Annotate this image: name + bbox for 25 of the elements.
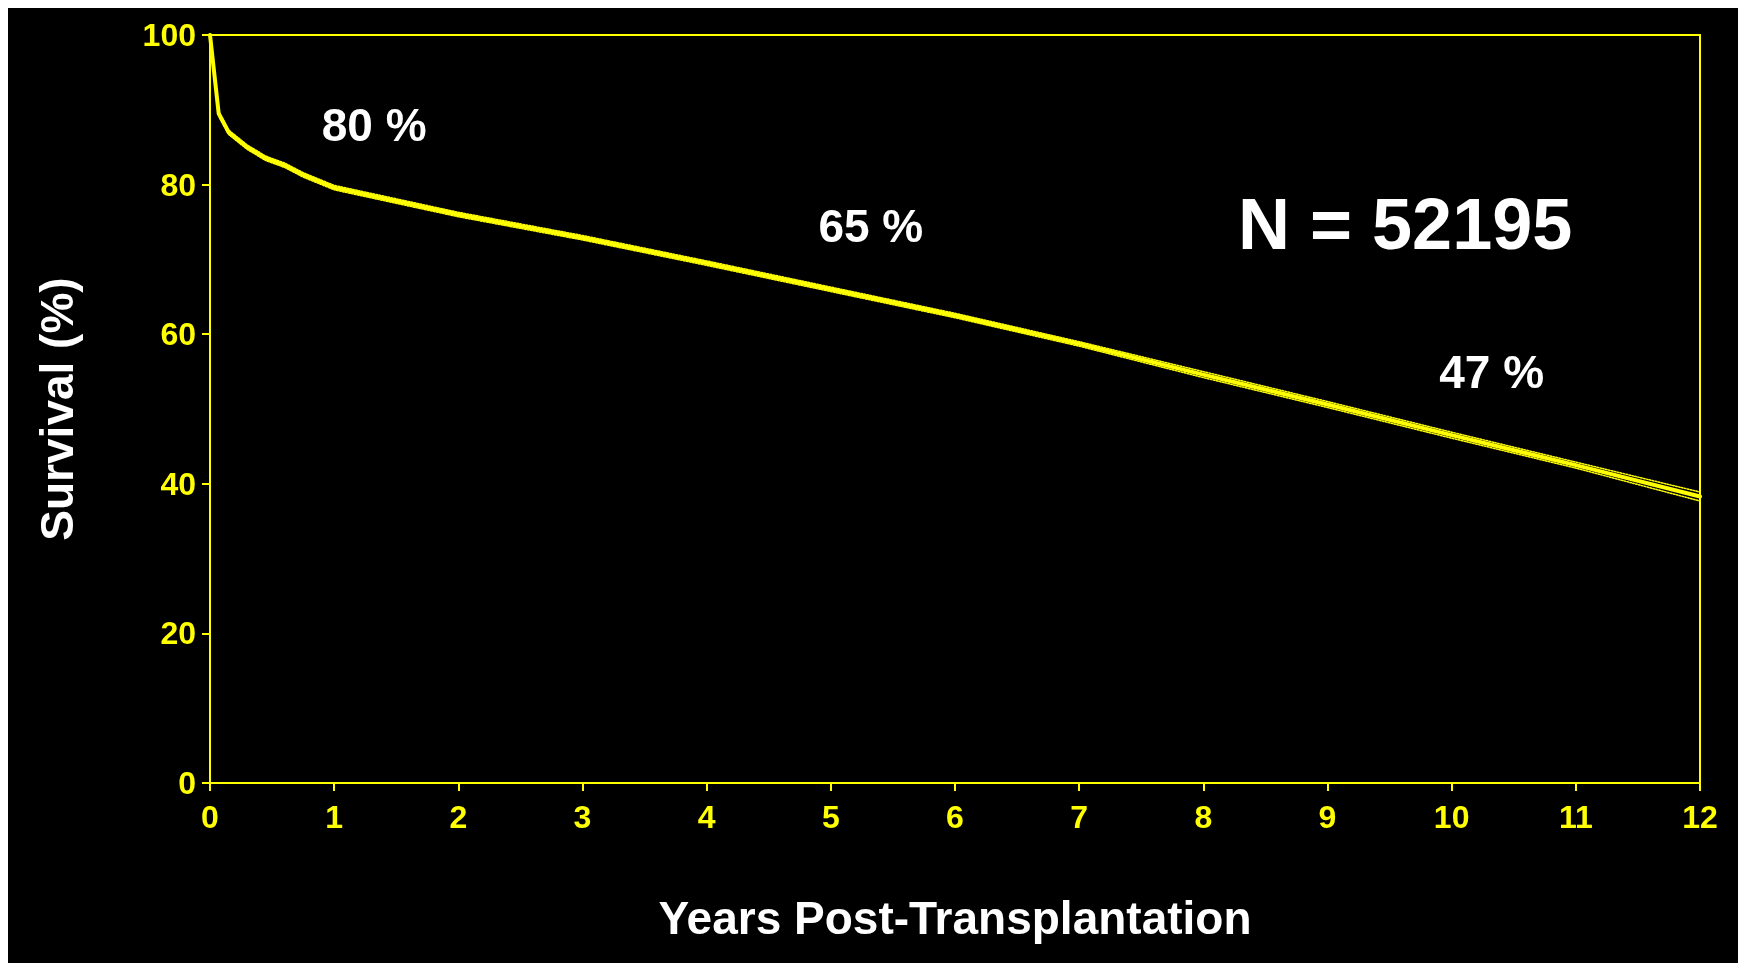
y-tick-label: 80	[160, 166, 196, 203]
annotation: 65 %	[818, 200, 924, 253]
x-tick-label: 12	[1682, 799, 1718, 835]
y-tick-label: 60	[160, 316, 196, 353]
annotation: N = 52195	[1238, 184, 1573, 264]
x-tick-label: 8	[1194, 799, 1213, 835]
x-tick-label: 3	[573, 799, 592, 835]
x-axis-title: Years Post-Transplantation	[658, 892, 1252, 944]
y-tick-label: 0	[178, 765, 196, 801]
x-tick-label: 1	[325, 799, 344, 835]
y-tick-label: 20	[160, 615, 196, 652]
x-tick-label: 5	[821, 799, 840, 835]
x-tick-label: 4	[697, 799, 716, 835]
x-tick-label: 11	[1558, 799, 1593, 835]
x-tick-label: 0	[201, 799, 219, 835]
y-axis-title: Survival (%)	[31, 277, 83, 541]
x-tick-label: 9	[1318, 799, 1337, 835]
x-tick-label: 6	[946, 799, 964, 835]
y-tick-label: 40	[160, 465, 196, 502]
x-tick-label: 7	[1070, 799, 1089, 835]
x-tick-label: 2	[449, 799, 468, 835]
x-tick-label: 10	[1433, 799, 1470, 835]
annotation: 80 %	[321, 98, 427, 151]
annotation: 47 %	[1439, 346, 1545, 399]
y-tick-label: 100	[142, 17, 196, 53]
